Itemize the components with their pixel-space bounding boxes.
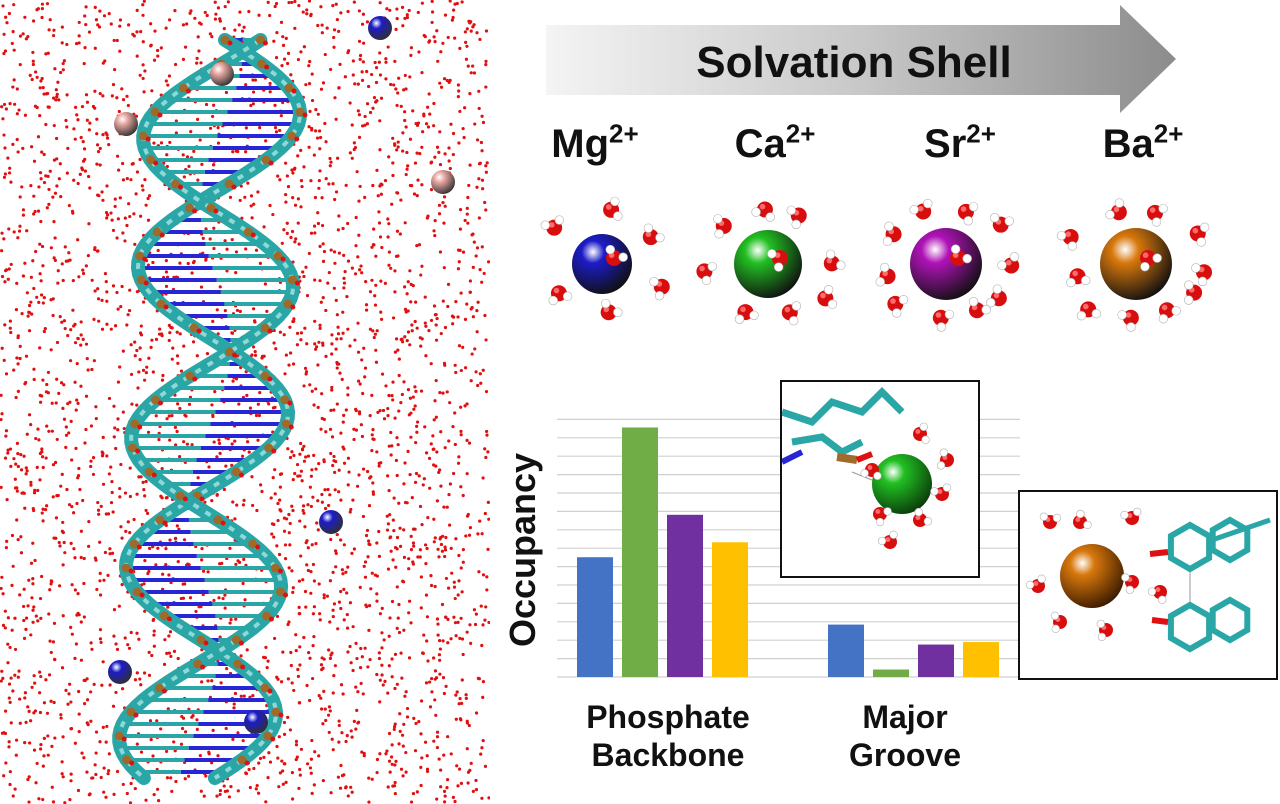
ca-hydration-cluster [696, 201, 846, 326]
water-molecule [713, 214, 732, 239]
water-molecule [734, 304, 759, 324]
counterion-sphere [319, 510, 343, 534]
water-molecule [990, 213, 1014, 233]
dna-double-helix [112, 33, 308, 785]
counterion-sphere [431, 170, 455, 194]
water-molecule [649, 277, 670, 301]
ion-sphere [1100, 228, 1172, 300]
counterion-sphere [368, 16, 392, 40]
water-molecule [1189, 222, 1210, 247]
water-molecule [1076, 301, 1102, 321]
arrow-label: Solvation Shell [696, 38, 1011, 87]
ion-sphere [572, 234, 632, 294]
ion-label-mg: Mg2+ [551, 118, 639, 166]
water-molecule [913, 507, 933, 527]
water-molecule [603, 196, 623, 221]
bar-mg-phosphate-backbone [577, 557, 613, 677]
water-molecule [913, 422, 930, 444]
water-molecule [1066, 268, 1091, 288]
mg-hydration-cluster [540, 196, 670, 321]
water-molecule [957, 202, 979, 226]
ion-label-ba: Ba2+ [1102, 118, 1184, 166]
water-molecule [696, 261, 717, 286]
water-molecule [1025, 574, 1046, 593]
water-molecule [1147, 203, 1168, 227]
water-molecule [548, 285, 573, 306]
counterion-sphere [114, 112, 138, 136]
water-molecule [751, 201, 775, 222]
dna-simulation-image [0, 0, 490, 804]
water-molecule [875, 262, 896, 287]
ion-sphere [910, 228, 982, 300]
water-molecule [1120, 507, 1142, 525]
water-molecule [540, 215, 565, 236]
category-label-line: Groove [848, 737, 962, 773]
water-molecule [882, 221, 902, 246]
sr-hydration-cluster [875, 198, 1020, 332]
water-molecule [936, 448, 954, 470]
water-molecule [1056, 228, 1079, 251]
water-molecule [1050, 611, 1067, 633]
counterion-sphere [108, 660, 132, 684]
category-label-line: Phosphate [586, 699, 750, 735]
category-label-major-groove: Major Groove [830, 698, 980, 774]
category-label-line: Backbone [591, 737, 745, 773]
water-molecule [823, 249, 846, 272]
water-molecule [1191, 263, 1213, 287]
water-molecule [1073, 509, 1092, 530]
bar-ba-phosphate-backbone [712, 542, 748, 677]
category-label-phosphate-backbone: Phosphate Backbone [558, 698, 778, 774]
water-molecule [968, 297, 991, 319]
ion-label-ca: Ca2+ [734, 118, 816, 166]
water-molecule [781, 301, 802, 326]
water-molecule [600, 298, 623, 321]
water-molecule [1039, 512, 1062, 529]
ba-hydration-cluster [1056, 198, 1213, 332]
water-molecule [997, 252, 1020, 274]
water-molecule [817, 285, 838, 309]
water-molecule [950, 244, 972, 266]
water-molecule [1117, 309, 1139, 332]
bar-mg-major-groove [828, 624, 864, 677]
water-molecule [909, 198, 933, 220]
water-molecule [860, 463, 882, 481]
ion-label-sr: Sr2+ [924, 118, 996, 166]
water-molecule [1147, 585, 1167, 604]
major-groove-binding-inset [1018, 490, 1278, 680]
ion-sphere [734, 230, 802, 298]
counterions [108, 16, 455, 734]
water-molecule [887, 294, 909, 318]
water-molecule [877, 530, 898, 549]
water-molecule [1105, 198, 1127, 221]
water-molecule [605, 244, 628, 266]
water-molecule [986, 284, 1007, 308]
water-molecule [1121, 573, 1139, 594]
chart-bars [577, 427, 999, 677]
y-axis-label: Occupancy [502, 453, 543, 647]
water-molecule [1183, 280, 1203, 305]
solvation-shell-arrow: Solvation Shell [546, 5, 1176, 113]
water-molecule [1096, 619, 1113, 642]
phosphate-binding-inset [780, 380, 980, 578]
counterion-sphere [210, 62, 234, 86]
category-label-line: Major [862, 699, 948, 735]
water-molecule [873, 507, 892, 527]
water-molecule [767, 249, 788, 272]
bar-ca-phosphate-backbone [622, 427, 658, 677]
water-molecule [786, 205, 807, 230]
water-molecule [930, 483, 952, 501]
calcium-ion-sphere [872, 454, 932, 514]
counterion-sphere [244, 710, 268, 734]
water-molecule [932, 309, 955, 332]
water-molecule [642, 223, 665, 246]
bar-sr-phosphate-backbone [667, 514, 703, 677]
water-molecule [1140, 250, 1162, 272]
bar-sr-major-groove [918, 644, 954, 677]
barium-ion-sphere [1060, 544, 1124, 608]
bar-ca-major-groove [873, 669, 909, 677]
water-molecule [1158, 302, 1181, 324]
occupancy-bar-chart: Occupancy [502, 418, 1020, 678]
bar-ba-major-groove [963, 642, 999, 677]
